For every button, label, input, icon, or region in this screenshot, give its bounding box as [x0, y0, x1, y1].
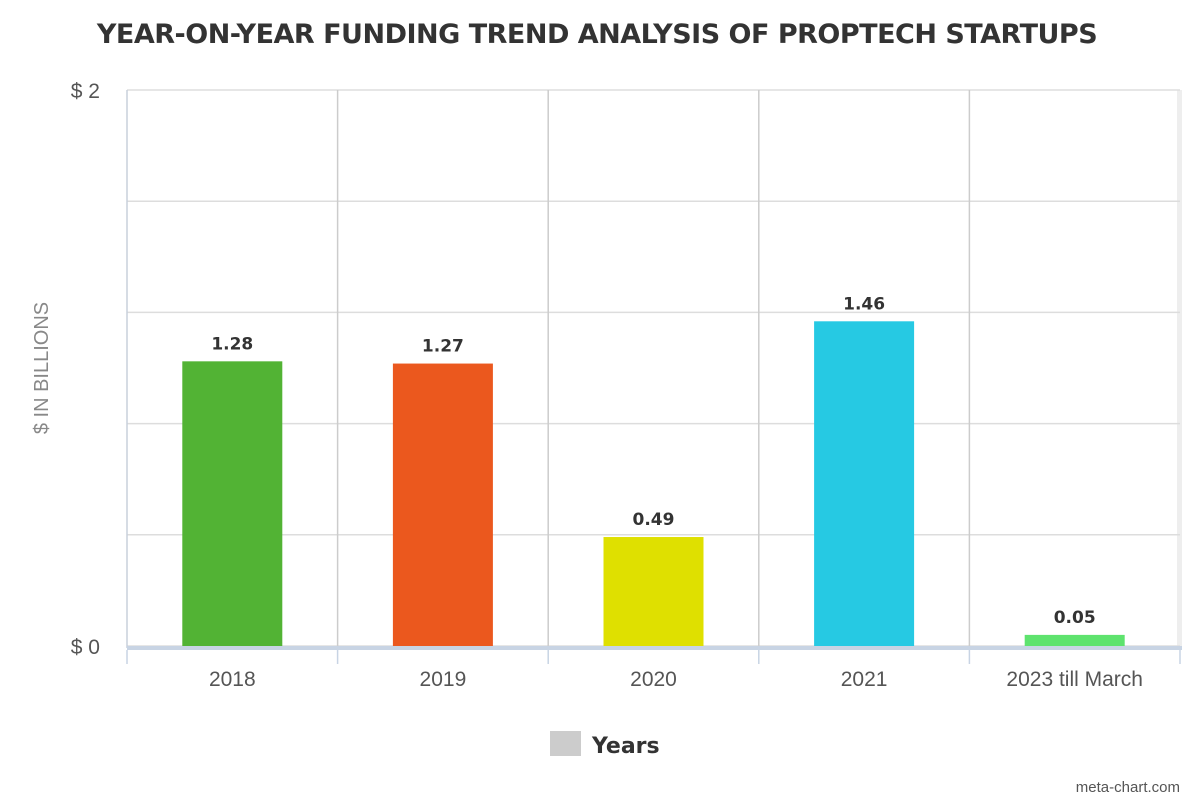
- bar-value-label: 0.49: [633, 510, 675, 530]
- bar: [603, 537, 704, 646]
- legend: Years: [550, 731, 660, 759]
- y-tick-label: $ 0: [71, 636, 100, 659]
- x-tick-label: 2023 till March: [1006, 668, 1143, 691]
- x-axis-line: [127, 646, 1182, 650]
- x-tick-label: 2021: [841, 668, 888, 691]
- bar: [814, 321, 915, 646]
- axes: [126, 90, 1182, 664]
- value-labels: 1.28 1.27 0.49 1.46 0.05: [211, 294, 1095, 628]
- x-tick-label: 2020: [630, 668, 677, 691]
- bar-value-label: 1.28: [211, 334, 253, 354]
- bar: [392, 363, 493, 646]
- chart-title: YEAR-ON-YEAR FUNDING TREND ANALYSIS OF P…: [96, 19, 1097, 50]
- y-tick-label: $ 2: [71, 80, 100, 103]
- bar-value-label: 1.27: [422, 337, 464, 357]
- x-tick-label: 2018: [209, 668, 256, 691]
- y-tick-labels: $ 0 $ 2: [71, 80, 100, 659]
- bars: [182, 321, 1125, 646]
- legend-swatch: [550, 731, 581, 756]
- plot-right-edge: [1177, 90, 1182, 646]
- bar-value-label: 1.46: [843, 294, 885, 314]
- x-tick-labels: 2018 2019 2020 2021 2023 till March: [209, 668, 1143, 691]
- bar: [1024, 634, 1125, 646]
- bar-value-label: 0.05: [1054, 608, 1096, 628]
- credit-text: meta-chart.com: [1076, 779, 1180, 796]
- y-axis-label: $ IN BILLIONS: [31, 302, 53, 434]
- bar: [182, 361, 283, 646]
- legend-label: Years: [591, 734, 660, 759]
- x-tick-label: 2019: [420, 668, 467, 691]
